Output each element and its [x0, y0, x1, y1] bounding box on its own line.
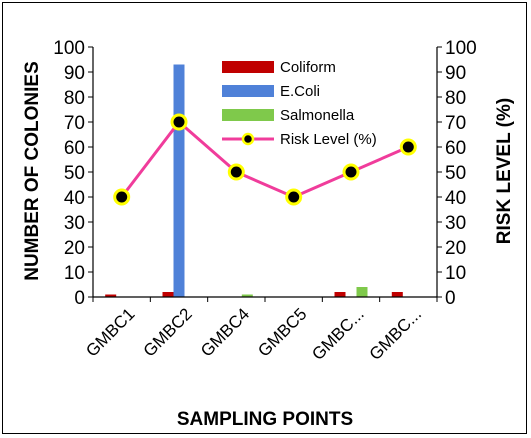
y2-tick-label: 100: [445, 38, 477, 59]
legend-label-salmonella: Salmonella: [280, 107, 355, 124]
legend: Coliform E.Coli Salmonella Risk Level (%): [222, 59, 377, 148]
bar-salmonella-3: [241, 294, 253, 297]
y2-tick-label: 90: [445, 63, 466, 84]
legend-label-e-coli: E.Coli: [280, 83, 320, 100]
y2-tick-label: 0: [445, 288, 456, 309]
y2-tick-label: 40: [445, 188, 466, 209]
risk-point-6: [399, 138, 417, 156]
risk-line-layer: [113, 113, 417, 206]
y-tick-label: 10: [64, 263, 85, 284]
x-tick-label: GMBC1: [82, 304, 138, 360]
y-tick-label: 50: [64, 163, 85, 184]
bar-coliform-2: [162, 292, 174, 297]
legend-marker-risk-level: [241, 132, 255, 146]
y-tick-label: 100: [53, 38, 85, 59]
y-tick-label: 60: [64, 138, 85, 159]
legend-swatch-salmonella: [222, 109, 274, 121]
y-tick-label: 90: [64, 63, 85, 84]
y2-tick-label: 20: [445, 238, 466, 259]
x-tick-label: GMBC...: [366, 304, 426, 364]
y2-tick-label: 10: [445, 263, 466, 284]
x-tick-label: GMBC...: [308, 304, 368, 364]
bar-e-coli-2: [173, 64, 185, 297]
y-tick-label: 40: [64, 188, 85, 209]
y-tick-label: 30: [64, 213, 85, 234]
legend-label-risk-level: Risk Level (%): [280, 131, 377, 148]
bar-coliform-1: [105, 294, 117, 297]
y-axis-title: NUMBER OF COLONIES: [22, 61, 43, 281]
y2-tick-label: 70: [445, 113, 466, 134]
legend-label-coliform: Coliform: [280, 59, 336, 76]
y-tick-label: 70: [64, 113, 85, 134]
risk-point-3: [227, 163, 245, 181]
bar-coliform-6: [391, 292, 403, 297]
legend-swatch-coliform: [222, 61, 274, 73]
bars-layer: [105, 64, 403, 297]
x-tick-label: GMBC5: [254, 304, 310, 360]
y2-tick-label: 80: [445, 88, 466, 109]
x-tick-label: GMBC4: [197, 304, 253, 360]
risk-point-5: [342, 163, 360, 181]
bar-coliform-5: [334, 292, 346, 297]
risk-point-4: [285, 188, 303, 206]
y2-tick-label: 50: [445, 163, 466, 184]
y2-tick-label: 30: [445, 213, 466, 234]
chart-frame: [2, 2, 527, 434]
x-tick-label: GMBC2: [140, 304, 196, 360]
y2-tick-label: 60: [445, 138, 466, 159]
risk-point-2: [170, 113, 188, 131]
y2-axis-title: RISK LEVEL (%): [494, 98, 515, 244]
legend-swatch-e-coli: [222, 85, 274, 97]
y-tick-label: 20: [64, 238, 85, 259]
bar-salmonella-5: [356, 287, 368, 297]
risk-point-1: [113, 188, 131, 206]
risk-line: [120, 120, 409, 199]
x-axis-title: SAMPLING POINTS: [177, 409, 353, 430]
y-tick-label: 80: [64, 88, 85, 109]
y-tick-label: 0: [74, 288, 85, 309]
